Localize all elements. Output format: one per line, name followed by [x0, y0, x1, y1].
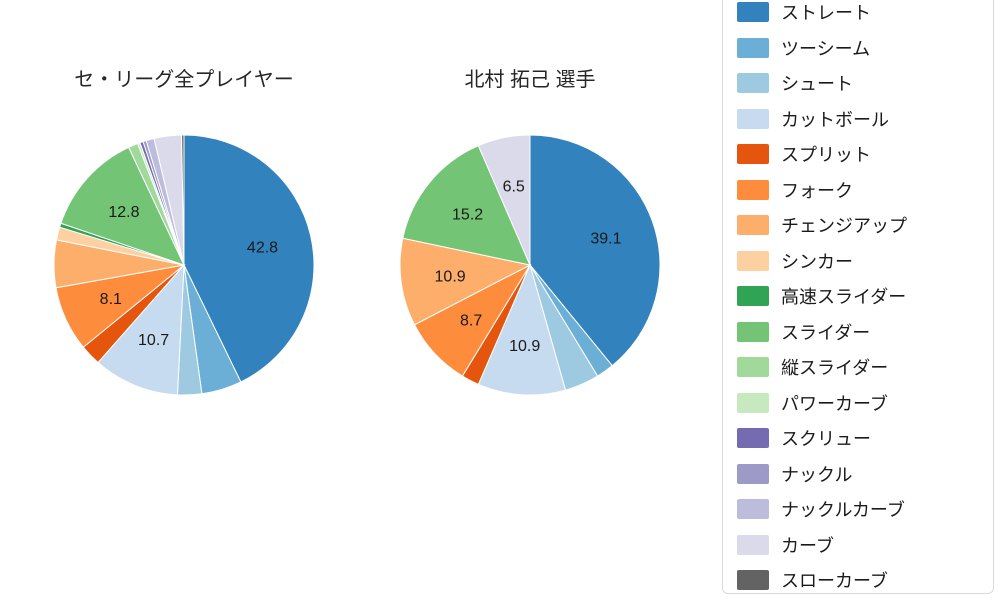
slice-value-label: 42.8 — [247, 239, 278, 256]
legend-swatch — [737, 357, 769, 377]
legend-item-ナックルカーブ: ナックルカーブ — [737, 498, 993, 520]
slice-value-label: 39.1 — [590, 230, 621, 247]
legend-label: パワーカーブ — [781, 393, 888, 414]
legend-label: シュート — [781, 74, 853, 94]
legend-swatch — [737, 392, 769, 413]
legend-label: スプリット — [781, 145, 871, 165]
legend-item-ナックル: ナックル — [737, 463, 993, 485]
slice-value-label: 15.2 — [452, 207, 483, 224]
slice-value-label: 8.7 — [460, 313, 482, 330]
pie-svg-player: 39.1 10.9 8.7 10.9 15.2 6.5 — [399, 134, 661, 396]
legend-label: フォーク — [781, 180, 853, 201]
legend-swatch — [737, 73, 769, 93]
legend-item-スプリット: スプリット — [737, 143, 993, 165]
legend-swatch — [737, 250, 769, 271]
pie-slice-スライダー — [402, 145, 531, 266]
legend-item-縦スライダー: 縦スライダー — [737, 356, 993, 378]
legend-swatch — [737, 428, 769, 448]
chart-title-league: セ・リーグ全プレイヤー — [74, 69, 294, 91]
slice-value-label: 10.9 — [509, 338, 540, 355]
legend-item-ストレート: ストレート — [737, 1, 993, 23]
legend-item-カーブ: カーブ — [737, 534, 993, 556]
legend-item-シンカー: シンカー — [737, 250, 993, 272]
legend-item-スライダー: スライダー — [737, 321, 993, 343]
legend-label: シンカー — [781, 251, 853, 272]
pie-svg-league: 42.8 10.7 8.1 12.8 — [53, 134, 315, 396]
legend-label: スライダー — [781, 322, 871, 343]
slice-value-label: 10.9 — [435, 268, 466, 285]
legend-label: 高速スライダー — [781, 287, 907, 307]
legend: ストレートツーシームシュートカットボール スプリットフォークチェンジアップ シンカー… — [722, 0, 994, 594]
legend-item-チェンジアップ: チェンジアップ — [737, 214, 993, 236]
legend-label: ツーシーム — [781, 38, 871, 59]
legend-swatch — [737, 37, 769, 58]
legend-label: ナックル — [781, 464, 853, 485]
legend-swatch — [737, 286, 769, 306]
legend-swatch — [737, 2, 769, 22]
slice-value-label: 12.8 — [108, 204, 139, 221]
pie-slice-カーブ — [477, 134, 531, 266]
legend-label: ストレート — [781, 3, 871, 23]
slice-value-label: 6.5 — [503, 179, 525, 196]
legend-label: チェンジアップ — [781, 216, 907, 236]
legend-item-カットボール: カットボール — [737, 108, 993, 130]
legend-item-フォーク: フォーク — [737, 179, 993, 201]
pie-chart-player: 北村 拓己 選手 39.1 10.9 8.7 10.9 15.2 6.5 — [369, 66, 691, 396]
pie-chart-league: セ・リーグ全プレイヤー 42.8 10.7 8.1 12.8 — [23, 66, 345, 396]
legend-swatch — [737, 570, 769, 590]
legend-label: スローカーブ — [781, 571, 888, 591]
pie-slice-カットボール — [477, 263, 567, 396]
legend-item-スクリュー: スクリュー — [737, 427, 993, 449]
legend-swatch — [737, 179, 769, 200]
legend-swatch — [737, 215, 769, 235]
legend-label: 縦スライダー — [781, 358, 889, 378]
pie-slice-スローカーブ — [181, 134, 185, 266]
slice-value-label: 8.1 — [100, 291, 122, 308]
legend-label: カーブ — [781, 535, 834, 556]
legend-swatch — [737, 144, 769, 164]
pie-slice-ストレート — [529, 134, 661, 367]
pie-slice-スライダー — [60, 146, 185, 266]
legend-label: ナックルカーブ — [781, 500, 905, 520]
legend-item-パワーカーブ: パワーカーブ — [737, 392, 993, 414]
legend-swatch — [737, 463, 769, 484]
legend-item-高速スライダー: 高速スライダー — [737, 285, 993, 307]
legend-item-ツーシーム: ツーシーム — [737, 37, 993, 59]
legend-item-シュート: シュート — [737, 72, 993, 94]
pie-slice-ストレート — [183, 134, 315, 383]
legend-swatch — [737, 499, 769, 519]
legend-label: スクリュー — [781, 429, 871, 449]
pie-slice-チェンジアップ — [399, 237, 532, 326]
slice-value-label: 10.7 — [138, 332, 169, 349]
pie-slice-カットボール — [97, 263, 185, 396]
chart-title-player: 北村 拓己 選手 — [464, 69, 596, 91]
legend-swatch — [737, 534, 769, 555]
legend-label: カットボール — [781, 109, 889, 130]
legend-swatch — [737, 108, 769, 129]
legend-swatch — [737, 321, 769, 342]
legend-item-スローカーブ: スローカーブ — [737, 569, 993, 591]
